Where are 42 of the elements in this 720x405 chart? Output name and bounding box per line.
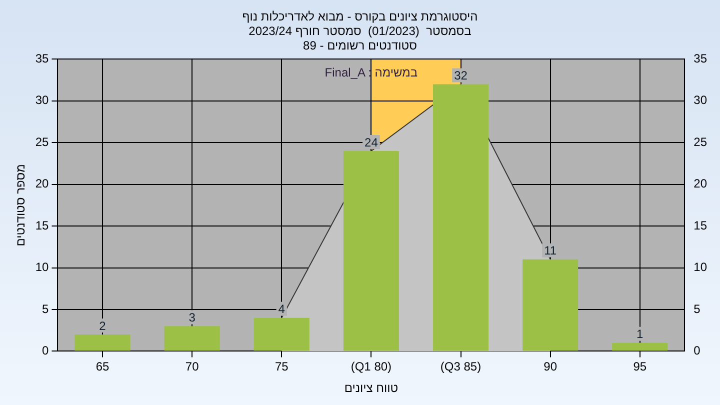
y2-tick-label: 20 [694,176,708,191]
y-tick-label: 0 [42,344,50,358]
bar [522,259,578,351]
data-label: 11 [544,244,557,258]
bar [164,326,220,351]
bar [343,150,399,351]
data-label: 3 [188,310,196,324]
x-tick-label: 65 [96,360,110,374]
y2-tick-label: 0 [694,344,701,358]
y2-tick-label: 10 [694,260,708,274]
data-label: 24 [364,135,378,150]
y2-tick-label: 35 [694,52,708,66]
data-label: 4 [278,302,286,316]
y2-tick-label: 5 [694,302,701,316]
y-axis-title: מספר סטודנטים [14,164,28,246]
x-tick-label: (Q3 85) [440,360,482,374]
x-tick-label: 95 [633,360,647,374]
y-tick-label: 25 [35,134,50,149]
data-label: 1 [636,327,644,342]
y-tick-label: 15 [35,218,50,232]
bar [74,334,130,351]
bar [432,84,489,351]
chart-subtitle: בסמסטר (01/2023) סמסטר חורף 2023/24 סטודנטים רשומים - 89 [248,24,472,52]
y-tick-label: 30 [35,93,50,108]
y-tick-label: 10 [35,260,50,274]
bar [254,318,310,351]
annotation: Final_A : במשימה [324,66,418,80]
y-tick-label: 20 [35,176,50,191]
y2-tick-label: 15 [694,218,708,232]
y2-tick-label: 25 [694,134,708,149]
bar [612,342,668,351]
x-tick-label: (Q1 80) [350,360,392,374]
chart-title: היסטוגרמת ציונים בקורס - מבוא לאדריכלות נוף [242,10,478,24]
y-tick-label: 5 [42,302,50,316]
data-label: 32 [454,68,468,83]
data-label: 2 [99,318,106,333]
y2-tick-label: 30 [694,93,708,108]
x-tick-label: 90 [544,360,558,374]
y-tick-label: 35 [35,52,50,66]
x-tick-label: 70 [185,360,200,374]
x-tick-label: 75 [274,360,289,374]
x-axis-title: טווח ציונים [344,381,398,396]
